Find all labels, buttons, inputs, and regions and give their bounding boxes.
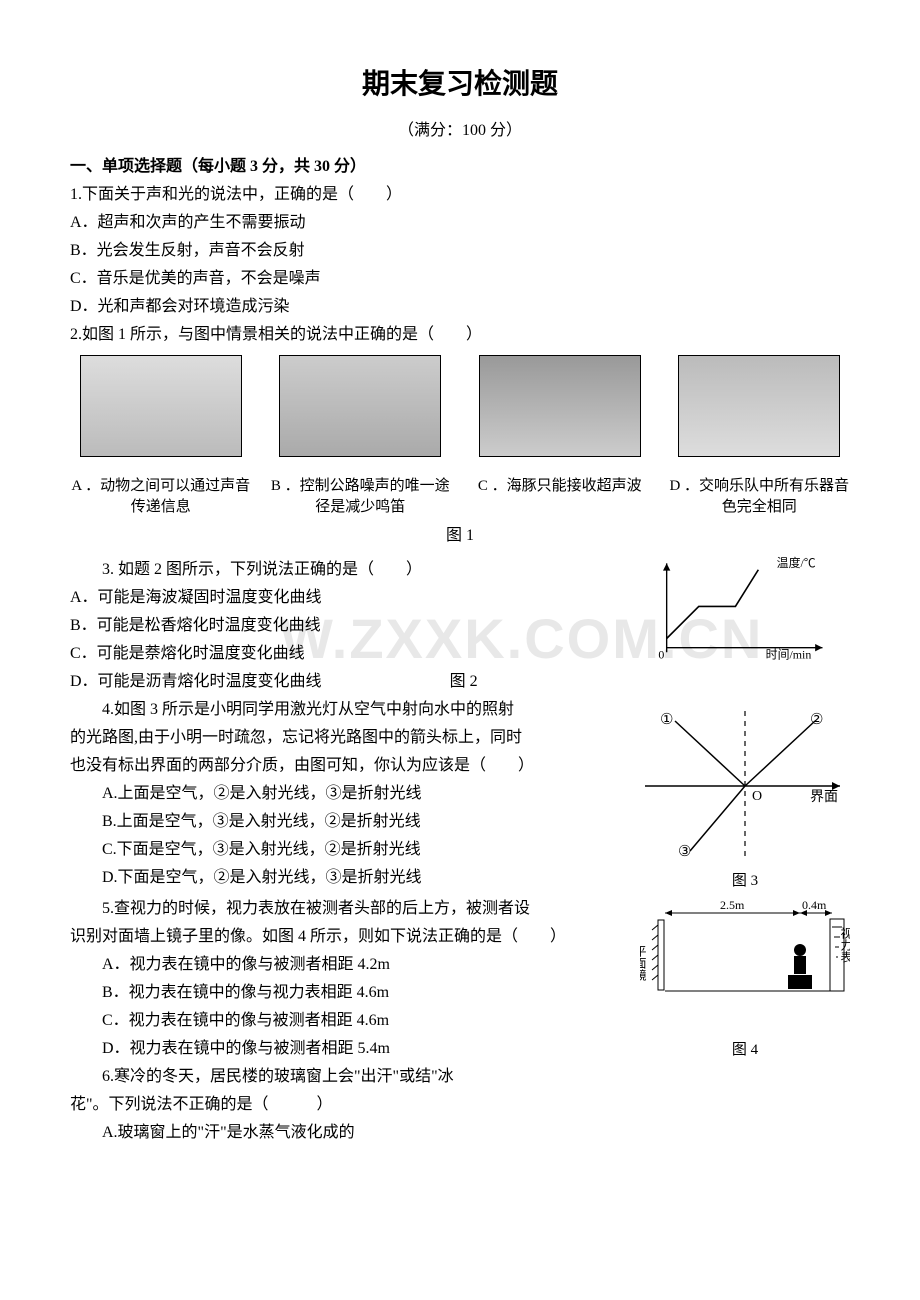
q4-optB: B.上面是空气，③是入射光线，②是折射光线 — [70, 808, 628, 836]
fig2-label-inline: 图 2 — [450, 673, 478, 690]
q2-stem: 2.如图 1 所示，与图中情景相关的说法中正确的是（ ） — [70, 321, 850, 349]
q4-optC: C.下面是空气，③是入射光线，②是折射光线 — [70, 836, 628, 864]
q2-img-C — [469, 355, 651, 466]
q4-stem1: 4.如图 3 所示是小明同学用激光灯从空气中射向水中的照射 — [70, 696, 628, 724]
q2-optA: A ．动物之间可以通过声音传递信息 — [70, 476, 252, 518]
q5-optB: B．视力表在镜中的像与视力表相距 4.6m — [70, 979, 628, 1007]
q1-optD: D．光和声都会对环境造成污染 — [70, 293, 850, 321]
q4-optA: A.上面是空气，②是入射光线，③是折射光线 — [70, 780, 628, 808]
q4-optD: D.下面是空气，②是入射光线，③是折射光线 — [70, 864, 628, 892]
q2-img-D — [669, 355, 851, 466]
q5-stem2: 识别对面墙上镜子里的像。如图 4 所示，则如下说法正确的是（ ） — [70, 923, 628, 951]
dog-image — [80, 355, 242, 457]
fig4-label: 图 4 — [640, 1037, 850, 1063]
ray3-label: ③ — [678, 844, 691, 860]
q6-stem1: 6.寒冷的冬天，居民楼的玻璃窗上会"出汗"或结"冰 — [70, 1063, 850, 1091]
mirror-label: 平面镜 — [640, 945, 647, 981]
ray-diagram: ① ② ③ O 界面 — [640, 696, 850, 866]
y-axis-label: 温度/℃ — [777, 556, 816, 570]
q1-optC: C．音乐是优美的声音，不会是噪声 — [70, 265, 850, 293]
q2-img-B — [270, 355, 452, 466]
temp-chart: 0 时间/min 温度/℃ — [640, 556, 840, 666]
q3-optD-text: D．可能是沥青熔化时温度变化曲线 — [70, 673, 322, 690]
q3-optA: A．可能是海波凝固时温度变化曲线 — [70, 584, 628, 612]
q1-stem: 1.下面关于声和光的说法中，正确的是（ ） — [70, 181, 850, 209]
section-heading: 一、单项选择题（每小题 3 分，共 30 分） — [70, 153, 850, 181]
dim-2-5m: 2.5m — [720, 898, 745, 912]
fig3-label: 图 3 — [640, 868, 850, 894]
q3-optD: D．可能是沥青熔化时温度变化曲线 图 2 — [70, 668, 628, 696]
q4-stem3: 也没有标出界面的两部分介质，由图可知，你认为应该是（ ） — [70, 752, 628, 780]
interface-label: 界面 — [810, 790, 838, 805]
q6-stem2: 花"。下列说法不正确的是（ ） — [70, 1091, 850, 1119]
origin-zero: 0 — [658, 648, 664, 662]
q5-stem1: 5.查视力的时候，视力表放在被测者头部的后上方，被测者设 — [70, 895, 628, 923]
q2-optD: D ．交响乐队中所有乐器音色完全相同 — [669, 476, 851, 518]
subtitle: （满分：100 分） — [70, 117, 850, 145]
q1-optB: B．光会发生反射，声音不会反射 — [70, 237, 850, 265]
q3-stem: 3. 如题 2 图所示，下列说法正确的是（ ） — [70, 556, 628, 584]
origin-o: O — [752, 789, 762, 804]
q2-optC: C ．海豚只能接收超声波 — [469, 476, 651, 518]
q5-optD: D．视力表在镜中的像与被测者相距 5.4m — [70, 1035, 628, 1063]
fig1-label: 图 1 — [70, 522, 850, 550]
page-title: 期末复习检测题 — [70, 60, 850, 109]
q5-optC: C．视力表在镜中的像与被测者相距 4.6m — [70, 1007, 628, 1035]
q2-optB: B ．控制公路噪声的唯一途径是减少鸣笛 — [270, 476, 452, 518]
ray2-label: ② — [810, 712, 823, 728]
dim-0-4m: 0.4m — [802, 898, 827, 912]
q2-img-A — [70, 355, 252, 466]
q2-image-row — [70, 355, 850, 466]
chart-label: 视力表 — [839, 925, 850, 962]
q4-stem2: 的光路图,由于小明一时疏忽，忘记将光路图中的箭头标上，同时 — [70, 724, 628, 752]
mirror-diagram: 2.5m 0.4m 平面镜 视力表 — [640, 895, 850, 1005]
traffic-image — [279, 355, 441, 457]
q3-optB: B．可能是松香熔化时温度变化曲线 — [70, 612, 628, 640]
q5-optA: A．视力表在镜中的像与被测者相距 4.2m — [70, 951, 628, 979]
dolphin-image — [479, 355, 641, 457]
q6-optA: A.玻璃窗上的"汗"是水蒸气液化成的 — [70, 1119, 850, 1147]
q3-optC: C．可能是萘熔化时温度变化曲线 — [70, 640, 628, 668]
orchestra-image — [678, 355, 840, 457]
q2-caption-row: A ．动物之间可以通过声音传递信息 B ．控制公路噪声的唯一途径是减少鸣笛 C … — [70, 472, 850, 518]
ray1-label: ① — [660, 712, 673, 728]
x-axis-label: 时间/min — [766, 648, 812, 662]
q1-optA: A．超声和次声的产生不需要振动 — [70, 209, 850, 237]
